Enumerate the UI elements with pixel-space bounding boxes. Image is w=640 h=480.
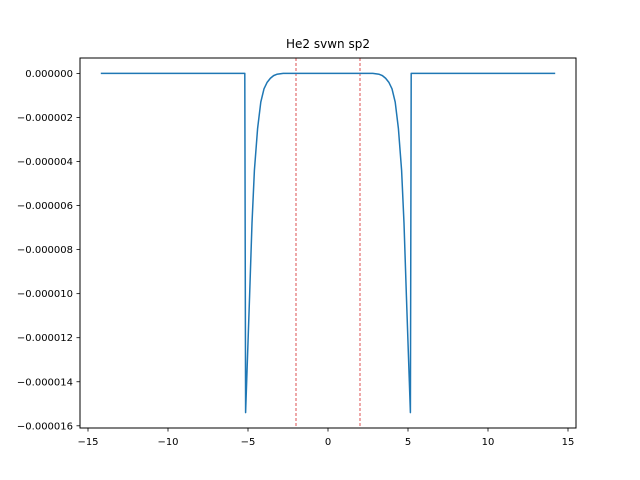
y-tick-label: −0.000004	[17, 157, 73, 168]
y-tick-label: 0.000000	[25, 69, 73, 80]
y-tick-label: −0.000008	[17, 245, 73, 256]
y-tick-label: −0.000002	[17, 113, 73, 124]
x-tick-label: 0	[325, 437, 331, 448]
x-axis-ticks: −15 −10 −5 0 5 10 15	[77, 428, 574, 448]
x-tick-label: 15	[562, 437, 575, 448]
series-line	[100, 72, 556, 414]
y-tick-label: −0.000014	[17, 377, 73, 388]
x-tick-label: −10	[157, 437, 178, 448]
reference-lines	[295, 58, 361, 428]
y-tick-label: −0.000016	[17, 421, 73, 432]
x-tick-label: 5	[405, 437, 411, 448]
x-tick-label: 10	[482, 437, 495, 448]
data-series	[100, 72, 556, 414]
y-axis-ticks: 0.000000 −0.000002 −0.000004 −0.000006 −0.00…	[17, 69, 80, 432]
y-tick-label: −0.000012	[17, 333, 73, 344]
x-tick-label: −5	[241, 437, 256, 448]
chart-title: He2 svwn sp2	[286, 37, 370, 51]
x-tick-label: −15	[77, 437, 98, 448]
plot-frame	[79, 57, 577, 429]
y-tick-label: −0.000006	[17, 201, 73, 212]
y-tick-label: −0.000010	[17, 289, 73, 300]
